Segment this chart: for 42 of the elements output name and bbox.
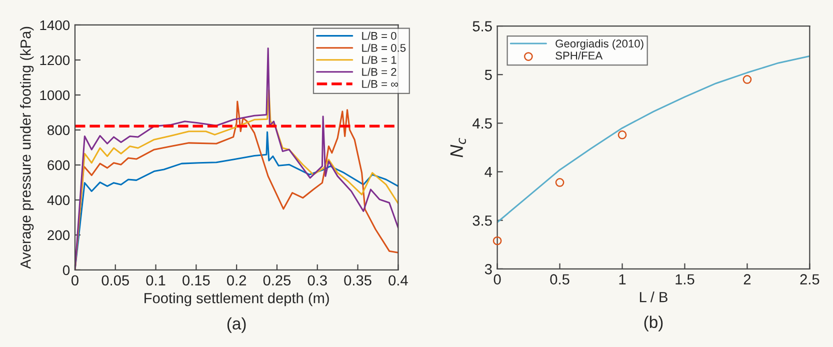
legend-label: L/B = 0.5 bbox=[362, 44, 406, 52]
y-tick-label: 0 bbox=[62, 265, 70, 276]
y-tick-label: 5.5 bbox=[472, 21, 492, 32]
x-axis-title: L / B bbox=[640, 292, 668, 302]
legend-label: L/B = 0 bbox=[362, 32, 396, 40]
y-tick-label: 800 bbox=[48, 125, 70, 136]
x-tick-label: 0 bbox=[494, 274, 501, 284]
y-tick-label: 600 bbox=[48, 160, 70, 170]
x-tick-label: 0.2 bbox=[227, 275, 246, 286]
y-axis-title: N$_{c}$ bbox=[450, 138, 466, 158]
y-tick-label: 400 bbox=[47, 195, 70, 206]
text: (a) bbox=[227, 317, 246, 333]
y-tick-label: 200 bbox=[48, 230, 70, 240]
x-tick-label: 0 bbox=[71, 275, 78, 286]
y-tick-label: 3 bbox=[484, 264, 492, 274]
text: (b) bbox=[644, 316, 663, 332]
x-tick-label: 1.5 bbox=[676, 274, 694, 284]
x-tick-label: 0.3 bbox=[308, 275, 327, 286]
y-tick-label: 4 bbox=[484, 167, 492, 178]
y-axis-title: Average pressure under footing (kPa) bbox=[20, 26, 34, 269]
x-tick-label: 2.5 bbox=[800, 274, 820, 284]
x-tick-label: 0.5 bbox=[550, 274, 570, 284]
x-tick-label: 0.1 bbox=[146, 275, 166, 286]
x-tick-label: 0.35 bbox=[344, 275, 372, 286]
legend-label: L/B = 2 bbox=[362, 68, 396, 76]
y-tick-label: 4.5 bbox=[472, 118, 492, 129]
legend-label: SPH/FEA bbox=[556, 51, 603, 60]
x-tick-label: 0.15 bbox=[182, 275, 210, 286]
x-tick-label: 2 bbox=[744, 274, 751, 284]
x-tick-label: 0.4 bbox=[388, 275, 408, 286]
y-tick-label: 1200 bbox=[40, 55, 70, 66]
x-tick-label: 0.05 bbox=[102, 275, 129, 286]
legend-label: L/B = ∞ bbox=[362, 80, 398, 88]
x-tick-label: 0.25 bbox=[263, 275, 291, 286]
y-tick-label: 1000 bbox=[40, 90, 70, 100]
legend-label: L/B = 1 bbox=[362, 56, 396, 64]
x-axis-title: Footing settlement depth (m) bbox=[144, 292, 329, 306]
legend-label: Georgiadis (2010) bbox=[556, 39, 644, 50]
x-tick-label: 1 bbox=[619, 274, 626, 284]
y-tick-label: 3.5 bbox=[472, 215, 492, 226]
y-tick-label: 1400 bbox=[40, 20, 70, 30]
y-tick-label: 5 bbox=[484, 70, 492, 80]
